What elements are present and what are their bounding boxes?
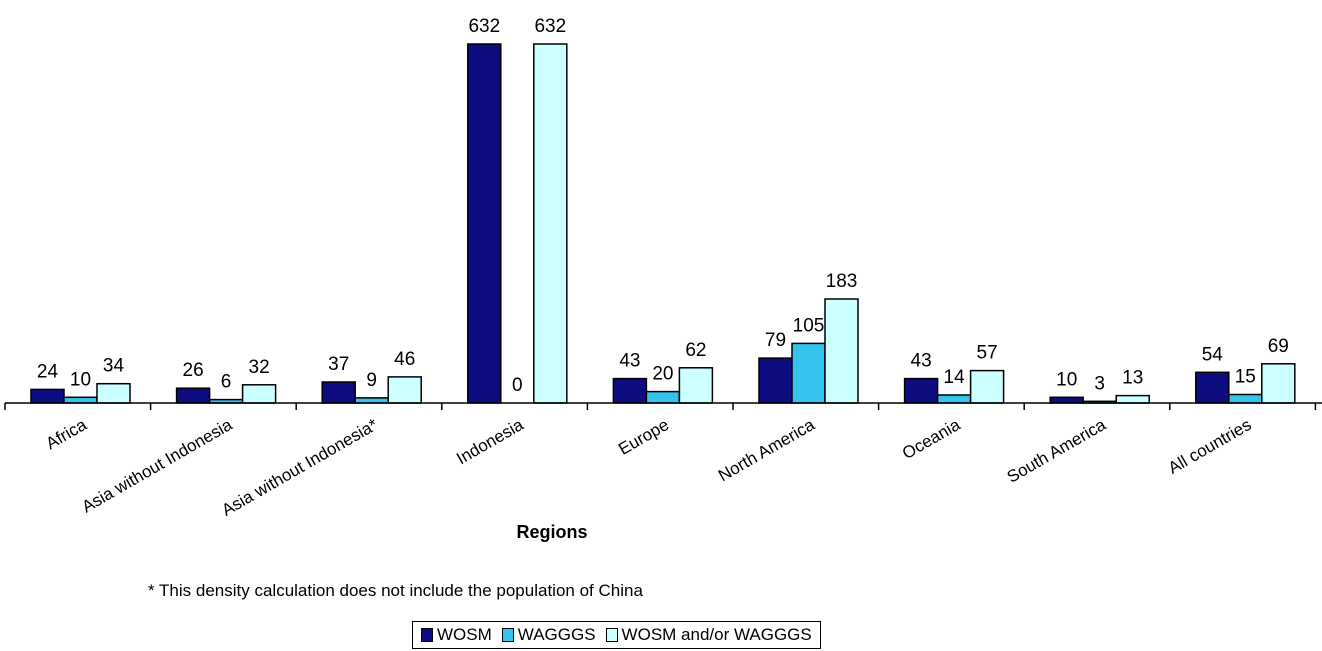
bar-wosm-africa-0	[30, 388, 65, 404]
legend-item-wosm-and-or-wagggs: WOSM and/or WAGGGS	[605, 625, 812, 645]
category-label-europe-4: Europe	[615, 415, 672, 459]
value-label-wosm-africa-0: 24	[37, 361, 59, 382]
bar-wosm-and-or-wagggs-all-countries-8	[1261, 363, 1296, 404]
value-label-wosm-and-or-wagggs-indonesia-3: 632	[534, 16, 566, 37]
bar-wosm-oceania-6	[903, 377, 939, 404]
bar-wosm-indonesia-3	[467, 43, 502, 404]
value-label-wosm-all-countries-8: 54	[1202, 344, 1224, 365]
value-label-wosm-oceania-6: 43	[911, 351, 932, 372]
category-label-south-america-7: South America	[1004, 415, 1110, 487]
value-label-wosm-indonesia-3: 632	[468, 16, 500, 37]
value-label-wagggs-africa-0: 10	[70, 369, 91, 390]
bar-wosm-and-or-wagggs-oceania-6	[969, 369, 1005, 404]
value-label-wosm-and-or-wagggs-africa-0: 34	[103, 356, 125, 377]
value-label-wosm-and-or-wagggs-asia-without-indonesia-1: 32	[249, 357, 270, 378]
value-label-wagggs-north-america-5: 105	[793, 315, 825, 336]
category-label-north-america-5: North America	[715, 415, 818, 486]
value-label-wosm-asia-without-indonesia-2: 37	[328, 354, 349, 375]
value-label-wagggs-south-america-7: 3	[1094, 373, 1105, 394]
legend-item-wosm: WOSM	[421, 625, 492, 645]
value-label-wosm-and-or-wagggs-south-america-7: 13	[1122, 368, 1143, 389]
bars-group	[30, 43, 1296, 404]
x-axis-title: Regions	[516, 522, 587, 542]
category-label-indonesia-3: Indonesia	[453, 415, 527, 469]
bar-wosm-asia-without-indonesia-2	[321, 381, 356, 404]
category-label-africa-0: Africa	[43, 415, 91, 453]
value-label-wosm-and-or-wagggs-north-america-5: 183	[826, 271, 858, 292]
category-label-asia-without-indonesia-2: Asia without Indonesia*	[218, 415, 381, 520]
legend-swatch-wosm	[421, 628, 433, 642]
bar-wosm-and-or-wagggs-africa-0	[96, 382, 131, 404]
legend-label-wagggs: WAGGGS	[517, 625, 596, 644]
value-label-wosm-and-or-wagggs-all-countries-8: 69	[1268, 336, 1289, 357]
value-label-wagggs-all-countries-8: 15	[1235, 367, 1256, 388]
bar-wosm-asia-without-indonesia-1	[175, 387, 211, 404]
value-label-wosm-and-or-wagggs-oceania-6: 57	[977, 343, 998, 364]
bar-wagggs-asia-without-indonesia-2	[354, 397, 389, 404]
bar-wosm-and-or-wagggs-asia-without-indonesia-2	[387, 376, 422, 404]
value-label-wagggs-oceania-6: 14	[944, 367, 966, 388]
legend-swatch-wagggs	[501, 628, 514, 642]
value-label-wagggs-indonesia-3: 0	[512, 375, 523, 396]
bar-wagggs-all-countries-8	[1228, 393, 1263, 404]
value-label-wagggs-asia-without-indonesia-1: 6	[221, 372, 232, 393]
value-label-wosm-and-or-wagggs-asia-without-indonesia-2: 46	[394, 349, 415, 370]
bar-wosm-south-america-7	[1049, 396, 1084, 404]
bar-wosm-and-or-wagggs-asia-without-indonesia-1	[241, 384, 277, 404]
value-label-wosm-and-or-wagggs-europe-4: 62	[685, 340, 706, 361]
bar-wosm-and-or-wagggs-north-america-5	[824, 298, 859, 404]
bar-wagggs-oceania-6	[936, 394, 972, 404]
bar-wosm-all-countries-8	[1195, 371, 1230, 404]
bar-wosm-and-or-wagggs-south-america-7	[1115, 394, 1150, 404]
value-label-wosm-asia-without-indonesia-1: 26	[183, 360, 204, 381]
category-label-all-countries-8: All countries	[1165, 415, 1255, 478]
value-label-wagggs-europe-4: 20	[652, 364, 673, 385]
x-axis-ticks	[4, 403, 1317, 410]
legend-label-wosm: WOSM	[437, 625, 492, 644]
category-label-oceania-6: Oceania	[899, 415, 964, 463]
category-label-asia-without-indonesia-1: Asia without Indonesia	[79, 415, 236, 517]
footnote: * This density calculation does not incl…	[148, 581, 643, 600]
value-label-wosm-north-america-5: 79	[765, 330, 786, 351]
value-label-wagggs-asia-without-indonesia-2: 9	[366, 370, 377, 391]
legend-label-wosm-and-or-wagggs: WOSM and/or WAGGGS	[621, 625, 812, 644]
value-label-wosm-europe-4: 43	[619, 351, 640, 372]
bar-wosm-north-america-5	[758, 357, 793, 404]
bar-wagggs-north-america-5	[791, 342, 826, 404]
legend-item-wagggs: WAGGGS	[501, 625, 596, 645]
bar-wosm-and-or-wagggs-europe-4	[678, 367, 714, 404]
legend: WOSM WAGGGS WOSM and/or WAGGGS	[412, 621, 821, 649]
bar-wosm-europe-4	[612, 377, 648, 404]
bar-wosm-and-or-wagggs-indonesia-3	[533, 43, 568, 404]
legend-swatch-wosm-and-or-wagggs	[605, 628, 618, 642]
bar-wagggs-europe-4	[645, 390, 681, 404]
value-label-wosm-south-america-7: 10	[1056, 369, 1077, 390]
bar-wagggs-africa-0	[63, 396, 98, 404]
